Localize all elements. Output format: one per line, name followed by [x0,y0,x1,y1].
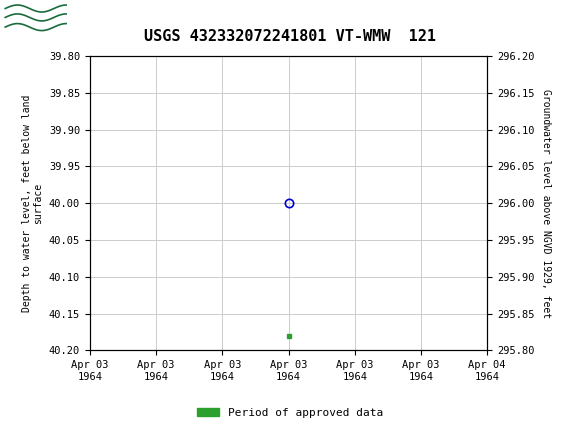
Legend: Period of approved data: Period of approved data [193,403,387,422]
Text: USGS 432332072241801 VT-WMW  121: USGS 432332072241801 VT-WMW 121 [144,29,436,44]
Text: USGS: USGS [76,10,136,29]
Y-axis label: Depth to water level, feet below land
surface: Depth to water level, feet below land su… [22,95,44,312]
FancyBboxPatch shape [2,3,69,36]
Y-axis label: Groundwater level above NGVD 1929, feet: Groundwater level above NGVD 1929, feet [541,89,550,318]
